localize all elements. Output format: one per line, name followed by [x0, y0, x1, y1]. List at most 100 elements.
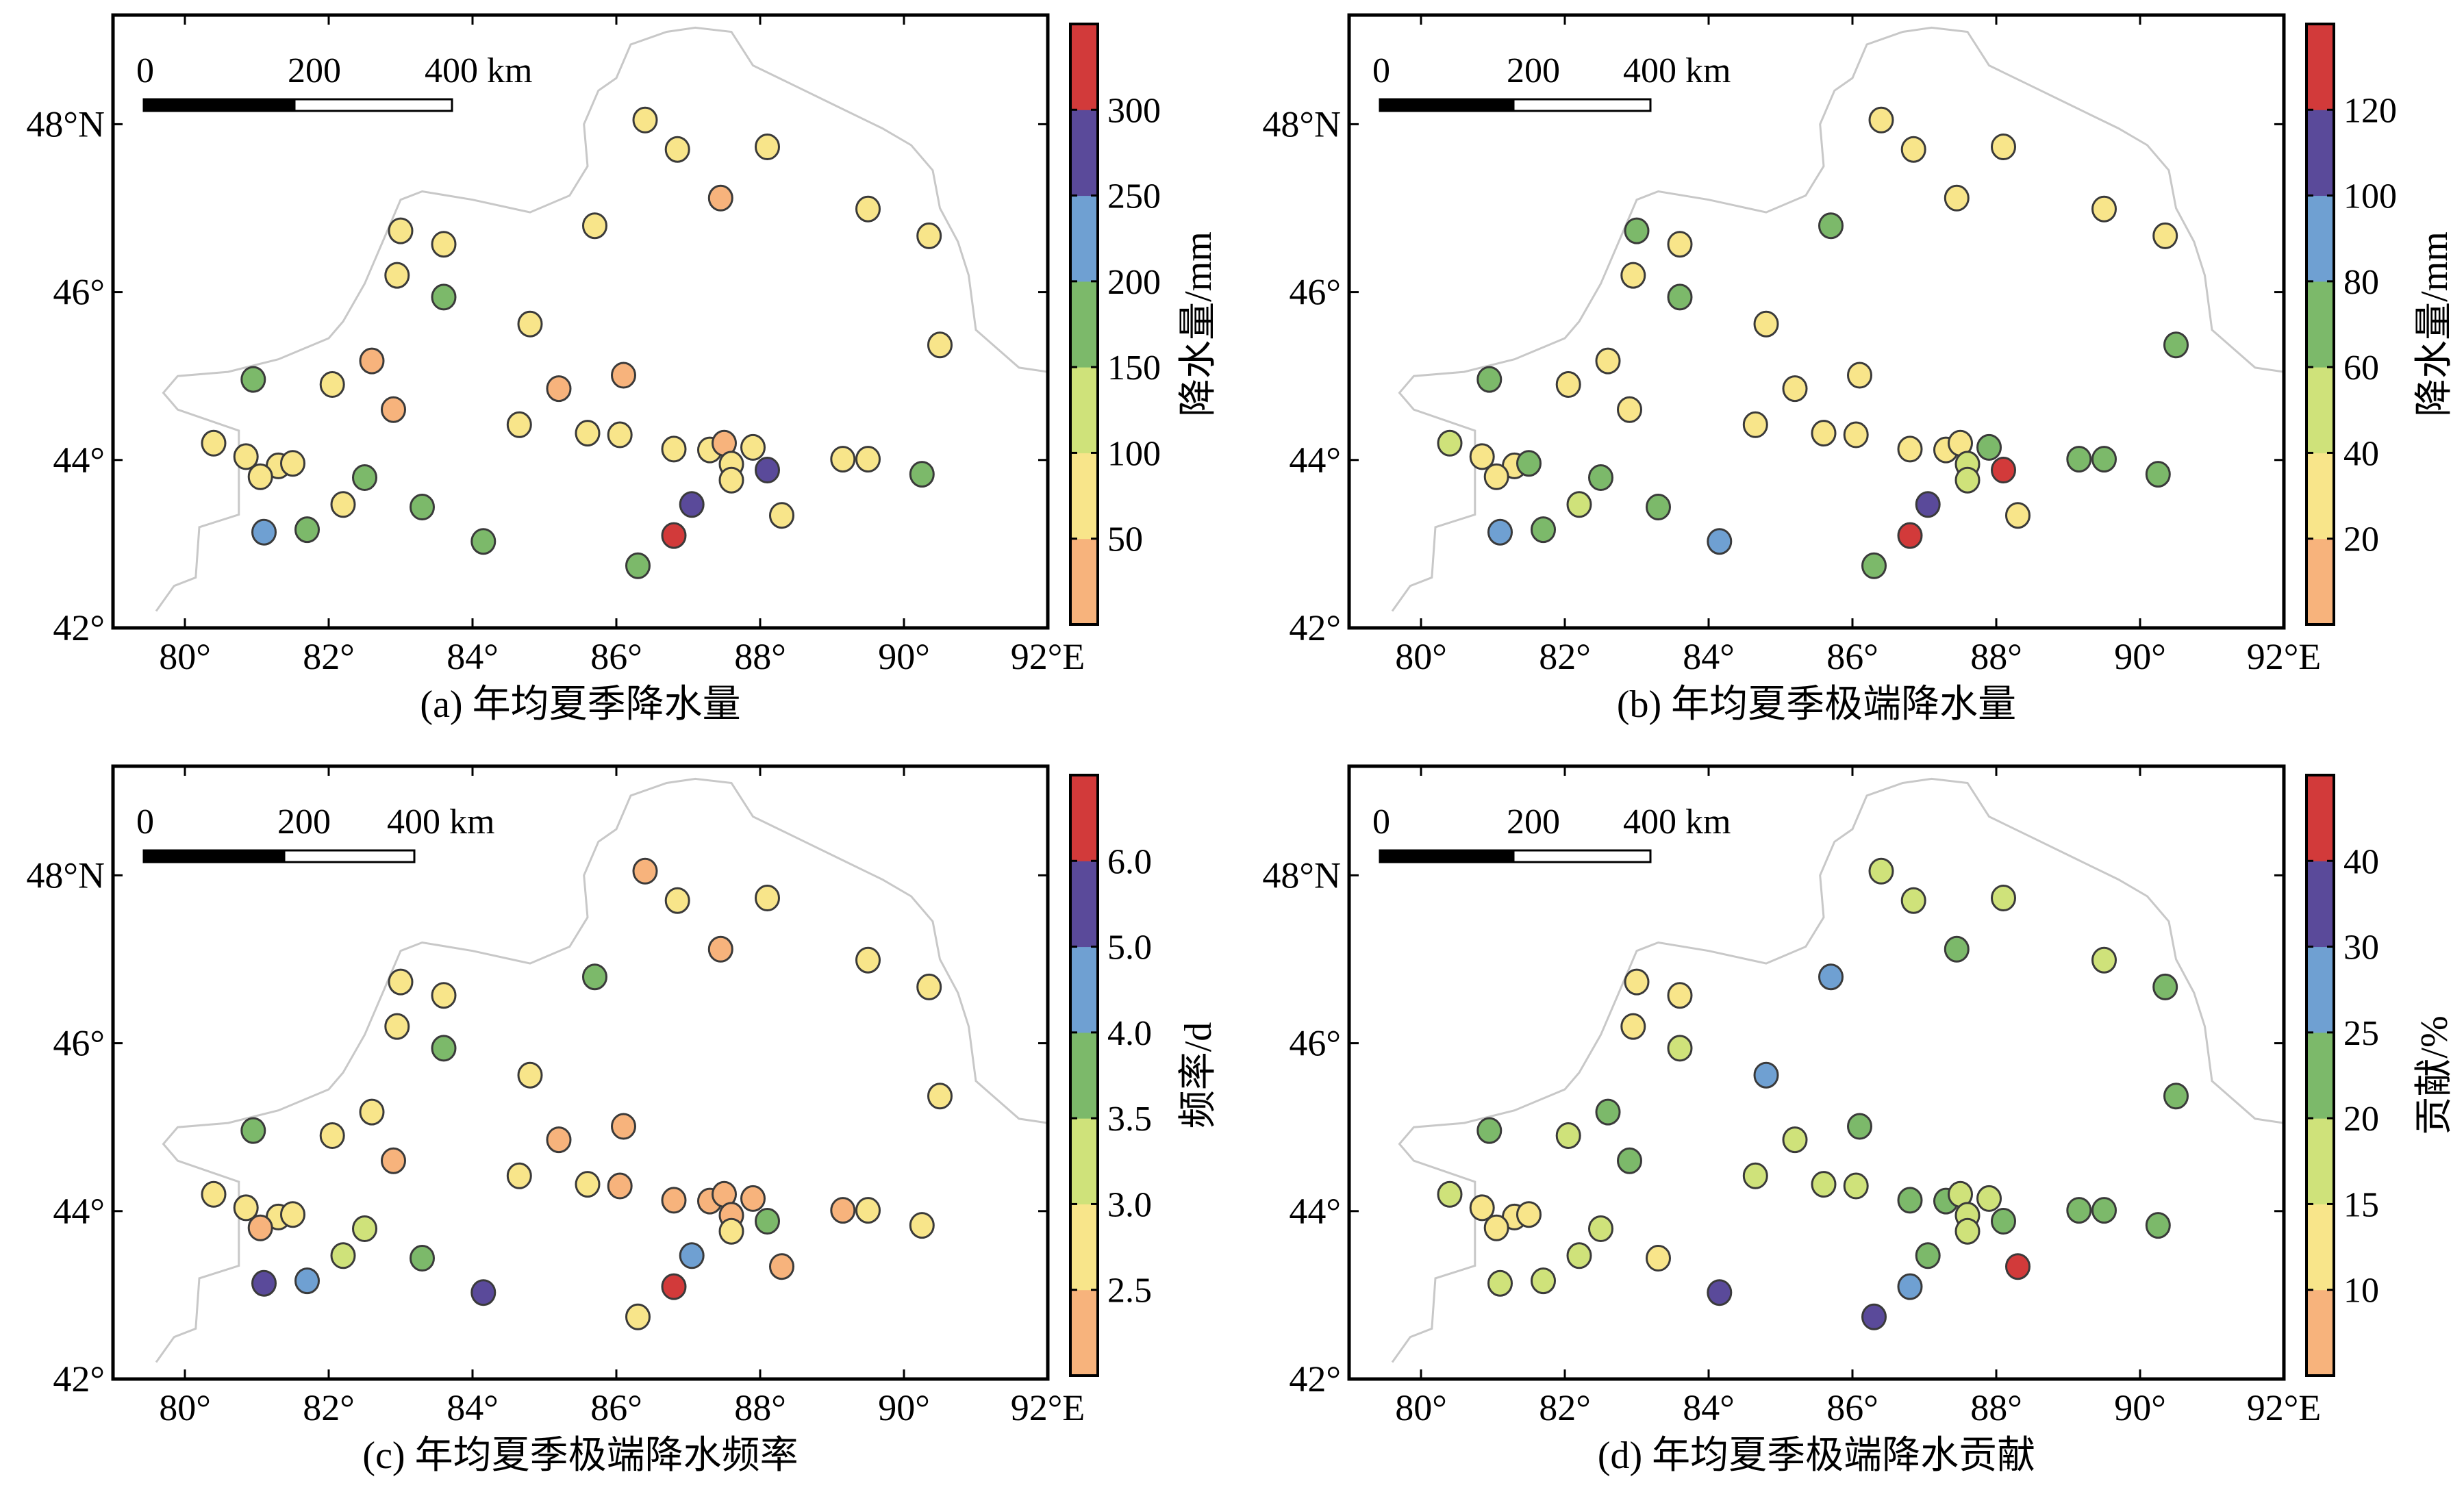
station-marker	[2152, 973, 2178, 1000]
station-marker	[1753, 1061, 1779, 1089]
colorbar-segment	[1070, 453, 1098, 540]
station-marker	[1555, 371, 1581, 398]
scale-bar: 0 200 400 km	[136, 802, 494, 863]
station-marker	[1847, 362, 1872, 389]
station-marker	[1595, 1098, 1621, 1126]
lon-tick-label: 88°	[1970, 636, 2022, 677]
lat-tick-label: 44°	[53, 1191, 105, 1232]
station-marker	[718, 1217, 744, 1245]
station-marker	[1667, 231, 1693, 258]
lon-tick-label: 82°	[303, 1387, 355, 1428]
scale-bar: 0 200 400 km	[136, 51, 532, 112]
colorbar-segment	[2306, 195, 2334, 282]
colorbar-tick-label: 6.0	[1107, 842, 1152, 881]
lat-tick-label: 46°	[1289, 272, 1341, 313]
station-marker	[330, 1242, 356, 1269]
colorbar: 50 100 150 200 250 300 降水量/mm	[1069, 23, 1220, 626]
station-marker	[280, 450, 305, 477]
station-marker	[1617, 396, 1642, 423]
region-boundary	[155, 26, 1048, 612]
colorbar-tick-label: 25	[2343, 1014, 2379, 1053]
lat-tick-label: 44°	[1289, 1191, 1341, 1232]
station-marker	[1555, 1122, 1581, 1149]
station-marker	[1900, 887, 1926, 914]
colorbar-label: 降水量/mm	[2413, 231, 2456, 417]
map-frame	[1347, 764, 2286, 1381]
station-marker	[769, 1253, 794, 1280]
station-marker	[1868, 106, 1894, 134]
colorbar-frame	[1069, 23, 1099, 626]
station-marker	[280, 1201, 305, 1228]
station-marker	[661, 1187, 687, 1214]
station-marker	[1782, 1126, 1808, 1154]
colorbar-segment	[2306, 1204, 2334, 1291]
colorbar-tick-label: 60	[2343, 349, 2379, 388]
station-marker	[2152, 222, 2178, 249]
station-marker	[1897, 1273, 1923, 1300]
colorbar-segment	[2306, 24, 2334, 110]
station-marker	[1476, 366, 1503, 393]
station-marker	[1900, 136, 1926, 163]
scale-bar-label: 400 km	[425, 51, 532, 90]
colorbar-tick-label: 3.5	[1107, 1100, 1152, 1139]
lat-tick-label: 42°	[53, 607, 105, 648]
colorbar-tick-label: 5.0	[1107, 928, 1152, 968]
axes: 80° 82° 84° 86° 88° 90° 92°E 42° 44° 46° 48°N	[1262, 766, 2321, 1428]
panel-caption: (d) 年均夏季极端降水贡献	[1598, 1434, 2035, 1477]
station-marker	[1667, 1035, 1693, 1062]
lon-tick-label: 84°	[1683, 1387, 1735, 1428]
colorbar-segment	[2306, 453, 2334, 540]
colorbar-label: 贡献/%	[2413, 1015, 2456, 1135]
colorbar-tick-label: 3.0	[1107, 1185, 1152, 1224]
station-marker	[233, 1194, 259, 1222]
lon-tick-label: 84°	[1683, 636, 1735, 677]
scale-bar-label: 200	[1507, 51, 1560, 90]
station-marker	[359, 347, 385, 375]
station-marker	[1667, 283, 1693, 311]
station-marker	[740, 433, 766, 461]
station-marker	[1818, 963, 1844, 991]
station-marker	[1483, 463, 1509, 490]
colorbar: 10 15 20 25 30 40 贡献/%	[2305, 774, 2456, 1377]
lon-tick-label: 82°	[1539, 636, 1591, 677]
station-marker	[431, 283, 457, 311]
colorbar-segment	[1070, 367, 1098, 453]
lon-tick-label: 80°	[1395, 636, 1447, 677]
lat-tick-label: 46°	[1289, 1023, 1341, 1064]
station-marker	[607, 1172, 633, 1200]
station-marker	[506, 1162, 532, 1189]
station-marker	[755, 457, 780, 483]
station-marker	[1476, 1117, 1503, 1144]
colorbar-segment	[1070, 775, 1098, 861]
scale-bar-black-segment	[142, 849, 286, 863]
scale-bar-white-segment	[283, 849, 416, 863]
station-marker	[830, 1197, 856, 1224]
station-marker	[388, 968, 414, 996]
panel-caption: (a) 年均夏季降水量	[420, 683, 740, 726]
station-marker	[201, 1180, 227, 1208]
colorbar-segment	[1070, 110, 1098, 197]
lat-tick-label: 42°	[1289, 1358, 1341, 1400]
colorbar-segment	[2306, 538, 2334, 625]
station-marker	[1531, 1267, 1556, 1295]
lat-tick-label: 46°	[53, 1023, 105, 1064]
colorbar-tick-label: 40	[2343, 842, 2379, 881]
station-marker	[582, 212, 607, 240]
station-marker	[240, 366, 266, 393]
lon-tick-label: 80°	[159, 1387, 211, 1428]
axes: 80° 82° 84° 86° 88° 90° 92°E 42° 44° 46° 48°N	[1262, 15, 2321, 677]
scale-bar-label: 200	[288, 51, 341, 90]
lat-tick-label: 44°	[53, 440, 105, 481]
station-marker	[632, 106, 658, 134]
panel-c: 0 200 400 km 80° 82° 84° 86° 88° 90° 92°E 42° 44° 46…	[26, 764, 1220, 1477]
station-marker	[1469, 443, 1495, 470]
colorbar-tick-label: 20	[2343, 1100, 2379, 1139]
station-marker	[909, 461, 935, 488]
lon-tick-label: 92°E	[2247, 636, 2322, 677]
station-marker	[517, 310, 543, 338]
lon-tick-label: 90°	[2114, 636, 2166, 677]
colorbar-tick-label: 200	[1107, 263, 1161, 302]
scale-bar-label: 200	[1507, 802, 1560, 842]
station-marker	[1954, 1217, 1981, 1245]
